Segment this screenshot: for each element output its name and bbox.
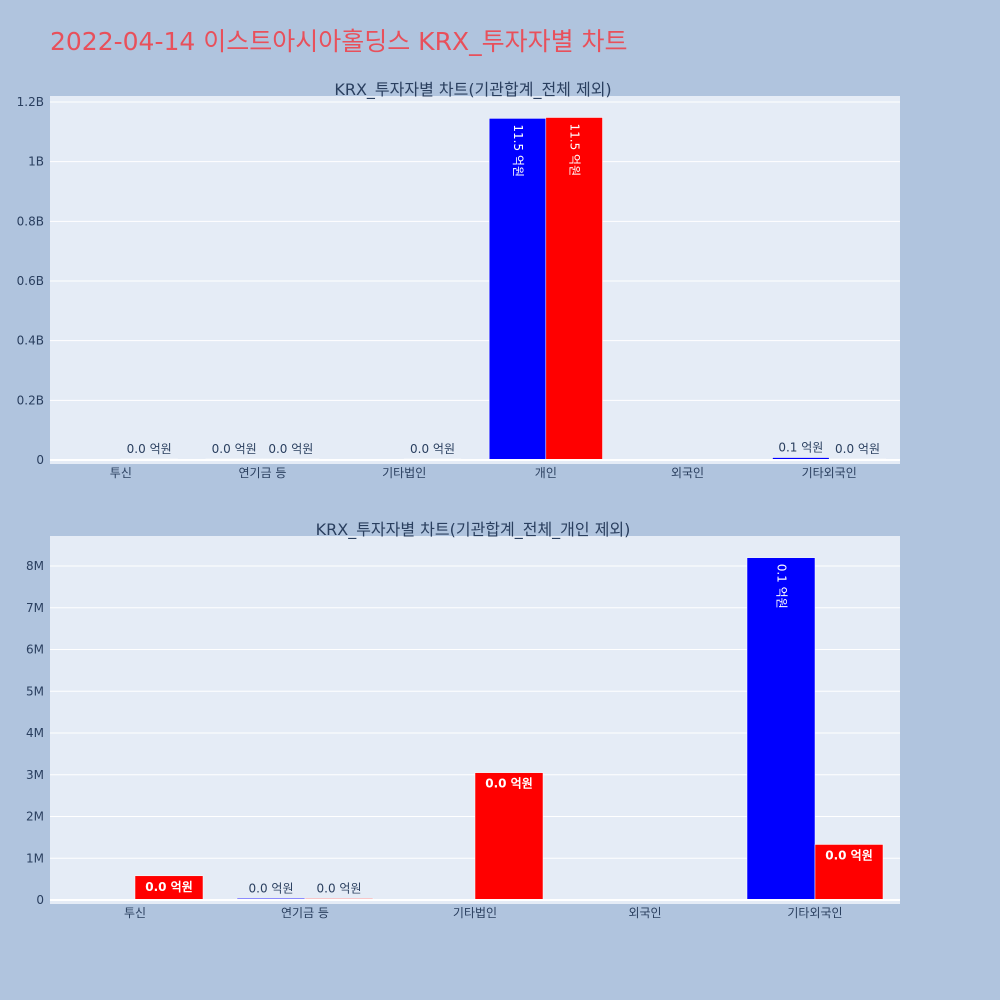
x-tick-label: 투신 — [124, 906, 146, 920]
y-tick-label: 0.4B — [17, 334, 44, 348]
bar — [474, 772, 544, 901]
y-tick-label: 0.8B — [17, 214, 44, 228]
x-tick-label: 기타외국인 — [802, 466, 857, 480]
bar — [814, 844, 884, 901]
bar-label: 0.0 억원 — [249, 881, 294, 895]
subplot-title: KRX_투자자별 차트(기관합계_전체 제외) — [334, 80, 611, 100]
bar-label: 0.0 억원 — [317, 882, 362, 896]
x-tick-label: 개인 — [535, 466, 557, 480]
y-tick-label: 1M — [26, 851, 44, 865]
y-tick-label: 0 — [36, 453, 44, 467]
bar — [545, 117, 603, 461]
bar-label: 0.0 억원 — [127, 442, 172, 456]
x-tick-label: 외국인 — [671, 466, 704, 480]
bar-label: 0.1 억원 — [775, 564, 789, 609]
bar-label: 0.0 억원 — [485, 777, 533, 791]
y-tick-label: 0 — [36, 893, 44, 907]
bar — [488, 118, 547, 461]
bar-label: 0.0 억원 — [268, 442, 313, 456]
y-tick-label: 3M — [26, 768, 44, 782]
bar-label: 11.5 억원 — [511, 124, 525, 177]
x-tick-label: 기타외국인 — [787, 906, 842, 920]
x-tick-label: 외국인 — [628, 906, 661, 920]
y-tick-label: 1B — [28, 155, 44, 169]
y-tick-label: 2M — [26, 810, 44, 824]
subplot-title: KRX_투자자별 차트(기관합계_전체_개인 제외) — [316, 520, 631, 540]
y-tick-label: 1.2B — [17, 95, 44, 109]
chart-2: 0 1M 2M 3M 4M 5M 6M 7M 8M KRX_투자자별 차트(기관합계_전체_개인 … — [26, 520, 900, 920]
y-tick-label: 6M — [26, 643, 44, 657]
bar-label: 11.5 억원 — [568, 124, 582, 177]
bar-label: 0.0 억원 — [212, 442, 257, 456]
bar-label: 0.0 억원 — [145, 880, 193, 894]
bar-label: 0.0 억원 — [410, 442, 455, 456]
x-tick-label: 투신 — [110, 466, 132, 480]
chart-1: 0 0.2B 0.4B 0.6B 0.8B 1B 1.2B KRX_투자자별 차트(기관합계_… — [17, 80, 900, 480]
y-tick-label: 7M — [26, 601, 44, 615]
x-tick-label: 기타법인 — [382, 466, 426, 480]
bar-label: 0.1 억원 — [778, 441, 823, 455]
bar — [746, 557, 816, 901]
page-title: 2022-04-14 이스트아시아홀딩스 KRX_투자자별 차트 — [50, 27, 628, 56]
y-tick-label: 5M — [26, 684, 44, 698]
x-tick-label: 연기금 등 — [281, 906, 329, 920]
x-tick-label: 연기금 등 — [239, 466, 287, 480]
x-tick-label: 기타법인 — [453, 906, 497, 920]
y-tick-label: 0.2B — [17, 393, 44, 407]
y-tick-label: 0.6B — [17, 274, 44, 288]
y-tick-label: 8M — [26, 559, 44, 573]
y-tick-label: 4M — [26, 726, 44, 740]
plot-area — [50, 96, 900, 464]
bar-label: 0.0 억원 — [835, 442, 880, 456]
bar-label: 0.0 억원 — [825, 848, 873, 862]
